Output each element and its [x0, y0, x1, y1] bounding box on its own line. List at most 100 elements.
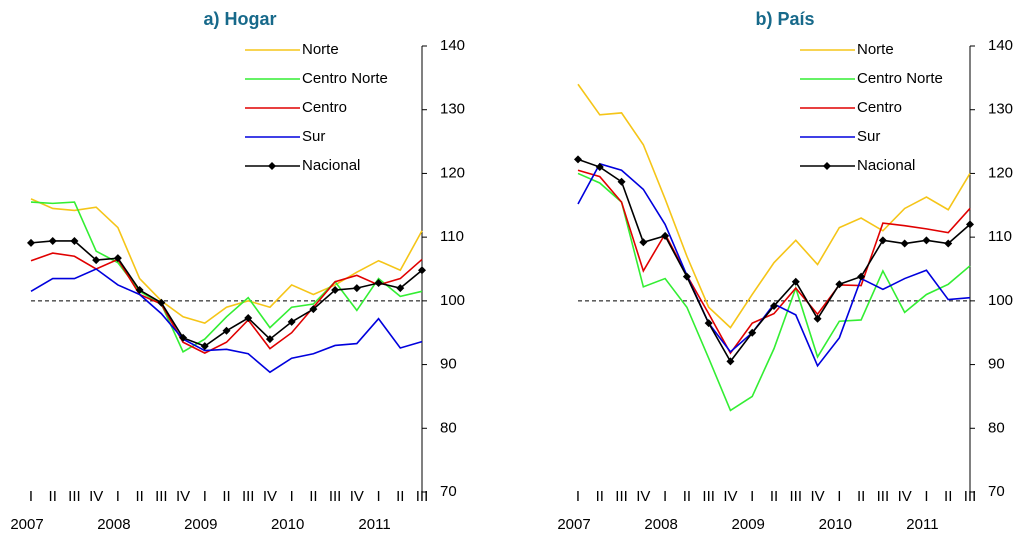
- legend-label: Sur: [857, 128, 880, 145]
- marker: [661, 231, 670, 240]
- year-label: 2011: [358, 516, 390, 533]
- x-tick-label: II: [596, 488, 604, 505]
- x-tick-label: I: [376, 488, 380, 505]
- year-label: 2009: [184, 516, 217, 533]
- legend-label: Sur: [302, 128, 325, 145]
- x-tick-label: IV: [898, 488, 912, 505]
- year-label: 2011: [906, 516, 938, 533]
- marker: [179, 333, 188, 342]
- marker: [791, 277, 800, 286]
- y-tick-label: 140: [440, 37, 465, 54]
- marker: [682, 272, 691, 281]
- panel-title: b) País: [755, 9, 814, 29]
- x-tick-label: I: [203, 488, 207, 505]
- series-line: [577, 169, 971, 355]
- marker: [92, 256, 101, 265]
- x-tick-label: II: [944, 488, 952, 505]
- year-label: 2008: [97, 516, 130, 533]
- x-tick-label: II: [857, 488, 865, 505]
- marker: [878, 236, 887, 245]
- panel-title: a) Hogar: [203, 9, 276, 29]
- y-tick-label: 100: [440, 292, 465, 309]
- x-tick-label: III: [416, 488, 429, 505]
- y-tick-label: 110: [440, 228, 464, 245]
- marker: [418, 266, 426, 275]
- marker: [287, 317, 296, 326]
- x-tick-label: III: [702, 488, 715, 505]
- x-tick-label: I: [750, 488, 754, 505]
- marker: [27, 238, 35, 247]
- year-label: 2007: [10, 516, 43, 533]
- legend-label: Centro: [857, 99, 902, 116]
- x-tick-label: I: [116, 488, 120, 505]
- series-line: [30, 268, 423, 374]
- y-tick-label: 120: [988, 164, 1013, 181]
- y-tick-label: 90: [440, 356, 457, 373]
- x-tick-label: II: [770, 488, 778, 505]
- year-label: 2010: [271, 516, 304, 533]
- marker: [48, 236, 57, 245]
- x-tick-label: III: [329, 488, 342, 505]
- marker: [813, 314, 822, 323]
- marker: [244, 314, 253, 323]
- x-tick-label: III: [964, 488, 977, 505]
- year-label: 2007: [557, 516, 590, 533]
- marker: [639, 238, 648, 247]
- marker: [265, 335, 274, 344]
- x-tick-label: I: [924, 488, 928, 505]
- marker: [352, 284, 361, 293]
- marker: [574, 155, 582, 164]
- x-tick-label: III: [615, 488, 628, 505]
- legend-label: Centro: [302, 99, 347, 116]
- x-tick-label: III: [68, 488, 81, 505]
- marker: [396, 284, 405, 293]
- y-tick-label: 140: [988, 37, 1013, 54]
- legend-label: Nacional: [857, 157, 915, 174]
- year-label: 2010: [819, 516, 852, 533]
- y-tick-label: 80: [440, 419, 457, 436]
- marker: [966, 220, 974, 229]
- marker: [113, 254, 122, 263]
- marker: [944, 239, 953, 248]
- marker: [835, 280, 844, 289]
- marker: [748, 328, 757, 337]
- marker: [157, 298, 166, 307]
- y-tick-label: 70: [440, 483, 457, 500]
- x-tick-label: I: [29, 488, 33, 505]
- y-tick-label: 130: [440, 101, 465, 118]
- legend-label: Norte: [302, 41, 339, 58]
- marker: [922, 236, 931, 245]
- marker: [135, 286, 144, 295]
- legend-label: Centro Norte: [302, 70, 388, 87]
- marker: [617, 177, 626, 186]
- x-tick-label: II: [135, 488, 143, 505]
- series-line: [30, 201, 423, 353]
- y-tick-label: 130: [988, 101, 1013, 118]
- x-tick-label: III: [155, 488, 168, 505]
- x-tick-label: IV: [350, 488, 364, 505]
- legend-label: Nacional: [302, 157, 360, 174]
- marker: [309, 305, 318, 314]
- x-tick-label: III: [242, 488, 255, 505]
- x-tick-label: IV: [636, 488, 650, 505]
- marker: [222, 326, 231, 335]
- x-tick-label: I: [576, 488, 580, 505]
- x-tick-label: IV: [89, 488, 103, 505]
- x-tick-label: II: [396, 488, 404, 505]
- series-line: [577, 83, 971, 329]
- marker: [70, 236, 79, 245]
- x-tick-label: III: [877, 488, 890, 505]
- y-tick-label: 70: [988, 483, 1005, 500]
- y-tick-label: 100: [988, 292, 1013, 309]
- marker: [374, 279, 383, 288]
- x-tick-label: I: [290, 488, 294, 505]
- x-tick-label: I: [663, 488, 667, 505]
- series-line: [577, 162, 971, 368]
- x-tick-label: I: [837, 488, 841, 505]
- marker: [770, 301, 778, 310]
- series-line: [577, 172, 971, 412]
- year-label: 2009: [732, 516, 765, 533]
- marker: [726, 357, 735, 366]
- marker: [331, 286, 340, 295]
